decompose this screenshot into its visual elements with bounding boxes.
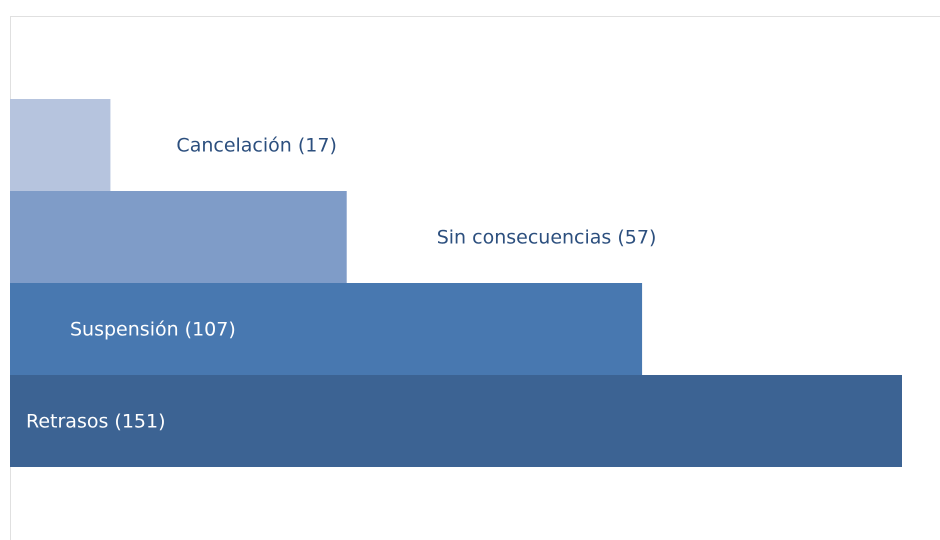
bar: [10, 191, 347, 283]
data-label: Sin consecuencias (57): [437, 227, 657, 249]
data-label: Suspensión (107): [70, 319, 236, 341]
bar: [10, 283, 643, 375]
data-label: Cancelación (17): [176, 135, 336, 157]
data-label: Retrasos (151): [26, 411, 166, 433]
bar: [10, 99, 111, 191]
bar: [10, 375, 902, 467]
